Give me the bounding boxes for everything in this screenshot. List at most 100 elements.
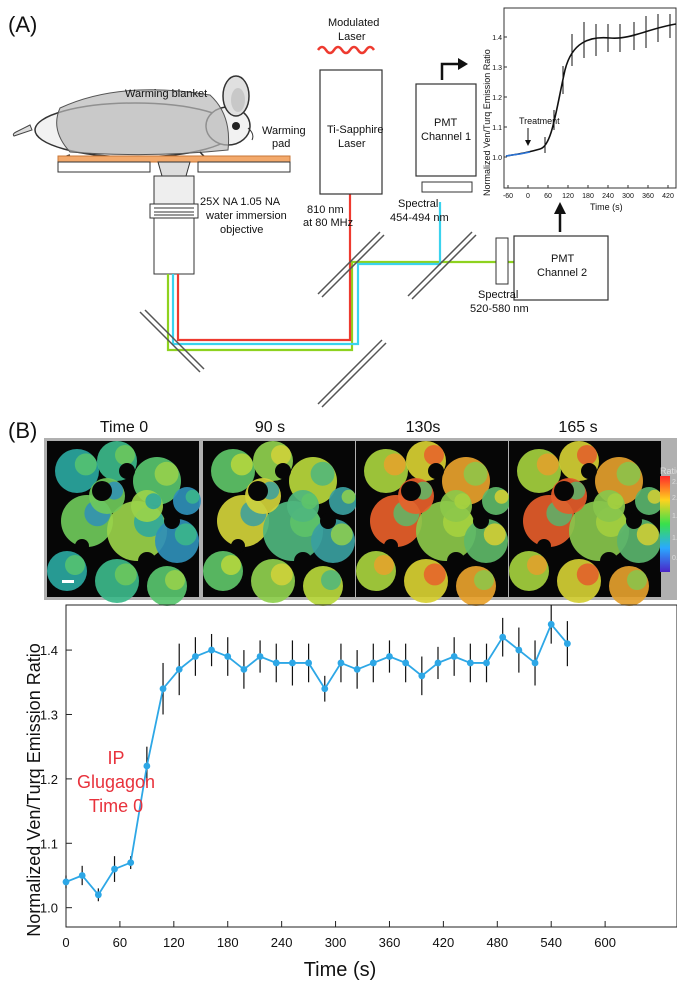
data-point (224, 653, 232, 660)
panel-a-label: (A) (8, 12, 37, 37)
inset-ylabel: Normalized Ven/Turq Emission Ratio (482, 49, 492, 196)
stage-right (197, 161, 291, 173)
x-tick-label: 360 (379, 935, 401, 950)
x-tick-label: 300 (325, 935, 347, 950)
spectral2-label-2: 520-580 nm (470, 303, 529, 315)
frame-title: 130s (406, 419, 441, 436)
laser-label-2: Laser (338, 138, 366, 150)
spectral1-label-1: Spectral (398, 198, 438, 210)
y-tick-label: 1.2 (40, 772, 58, 787)
data-point (272, 659, 280, 667)
annotation-line-3: Time 0 (89, 796, 143, 816)
time-frame-image (203, 441, 357, 606)
pmt-channel-1 (415, 83, 477, 177)
stage-left (57, 161, 151, 173)
main-xlabel: Time (s) (304, 959, 377, 981)
series-line (65, 622, 569, 897)
panel-b-label: (B) (8, 418, 37, 443)
data-point (94, 891, 102, 899)
x-tick-label: 540 (540, 935, 562, 950)
main-chart: 1.0 1.1 1.2 1.3 1.4 0 60 120 180 240 300 360 420 480 5… (24, 604, 677, 981)
data-point (450, 653, 458, 660)
arrow-corner-icon (440, 62, 460, 80)
data-point (289, 659, 296, 667)
y-tick-label: 1.0 (40, 901, 58, 916)
data-point (434, 659, 442, 667)
x-tick-label: 480 (486, 935, 508, 950)
colorbar-tick: 1.1 (672, 535, 677, 542)
data-point (353, 666, 361, 673)
data-point (515, 646, 523, 654)
frame-title: 165 s (558, 419, 597, 436)
colorbar-tick: 1.1 (672, 513, 677, 520)
frame-title: Time 0 (100, 419, 148, 436)
warming-pad-label-1: Warming (262, 125, 306, 137)
y-tick-label: 1.1 (40, 836, 58, 851)
pmt2-label-2: Channel 2 (537, 267, 587, 279)
data-point (337, 659, 345, 667)
time-frame-image (356, 441, 510, 606)
data-point (531, 659, 539, 667)
inset-y-tick: 1.0 (492, 155, 502, 162)
data-point (159, 685, 167, 693)
inset-xlabel: Time (s) (590, 202, 623, 212)
inset-y-tick: 1.1 (492, 125, 502, 132)
pmt2-label-1: PMT (551, 253, 575, 265)
x-tick-label: 60 (113, 935, 127, 950)
data-point (466, 659, 474, 667)
data-point (563, 640, 571, 648)
warming-pad-label-2: pad (272, 138, 290, 150)
warming-pad (57, 155, 291, 163)
inset-x-tick: 360 (642, 193, 654, 200)
laser-label-1: Ti-Sapphire (327, 124, 383, 136)
annotation-line-1: IP (107, 748, 124, 768)
inset-y-tick: 1.2 (492, 95, 502, 102)
x-tick-label: 240 (271, 935, 293, 950)
time-frame-image (509, 441, 663, 606)
mirrors (139, 231, 477, 408)
data-point (62, 878, 70, 886)
ti-sapphire-laser (319, 69, 383, 195)
inset-x-tick: 420 (662, 193, 674, 200)
colorbar-title: Ratio (660, 466, 677, 476)
mouse-illustration (12, 75, 254, 163)
spectral2-label-1: Spectral (478, 289, 518, 301)
annotation-line-2: Glugagon (77, 772, 155, 792)
data-point (191, 653, 199, 660)
pmt-channel-2 (513, 235, 609, 301)
inset-chart: 1.0 1.1 1.2 1.3 1.4 -60 0 60 120 180 240 300 360 420… (482, 7, 677, 212)
data-point (386, 653, 393, 660)
inset-x-tick: 0 (526, 193, 530, 200)
inset-y-tick: 1.3 (492, 65, 502, 72)
data-point (78, 872, 86, 879)
data-point (111, 865, 118, 873)
main-ylabel: Normalized Ven/Turq Emission Ratio (24, 643, 44, 936)
objective-lens (149, 161, 199, 275)
data-point (369, 659, 377, 667)
objective-label-2: water immersion (205, 210, 287, 222)
wavelength-label-1: 810 nm (307, 204, 344, 216)
inset-x-tick: 180 (582, 193, 594, 200)
modulated-label-1: Modulated (328, 17, 379, 29)
filter-1 (421, 181, 473, 193)
data-point (143, 762, 151, 770)
objective-label-1: 25X NA 1.05 NA (200, 196, 281, 208)
data-point (402, 659, 410, 667)
wavelength-label-2: at 80 MHz (303, 217, 353, 229)
x-tick-label: 600 (594, 935, 616, 950)
y-tick-label: 1.3 (40, 707, 58, 722)
x-tick-label: 180 (217, 935, 239, 950)
inset-x-tick: 120 (562, 193, 574, 200)
inset-x-tick: 300 (622, 193, 634, 200)
data-point (256, 653, 264, 660)
x-tick-label: 120 (163, 935, 185, 950)
pmt1-label-2: Channel 1 (421, 131, 471, 143)
y-tick-label: 1.4 (40, 643, 58, 658)
x-tick-label: 0 (62, 935, 69, 950)
colorbar-tick: 0.1 (672, 555, 677, 562)
inset-curve (505, 23, 677, 157)
time-frame-image (47, 441, 201, 606)
data-point (483, 659, 490, 667)
x-tick-label: 420 (433, 935, 455, 950)
